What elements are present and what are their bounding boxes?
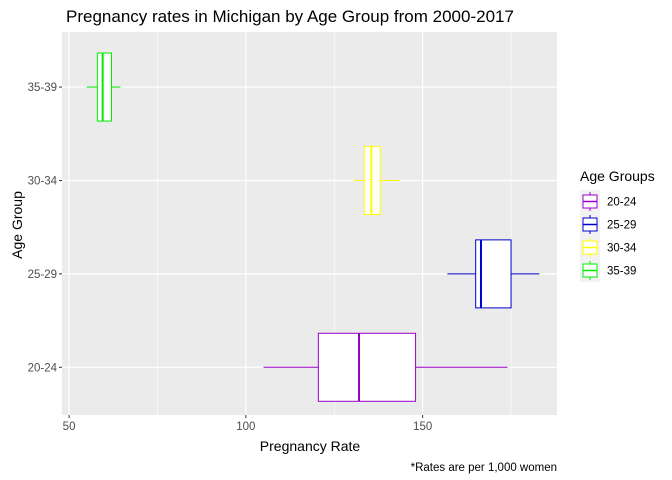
y-tick-label-35-39: 35-39	[28, 82, 57, 94]
y-axis-title: Age Group	[9, 191, 25, 259]
y-axis: 20-24 25-29 30-34 35-39	[28, 82, 62, 374]
iqr-box-20-24	[317, 332, 417, 402]
y-tick-label-30-34: 30-34	[28, 175, 58, 187]
legend-label-20-24: 20-24	[607, 197, 637, 209]
caption: *Rates are per 1,000 women	[411, 462, 557, 474]
legend-key-30-34	[580, 236, 600, 259]
legend-label-25-29: 25-29	[607, 220, 636, 232]
legend-key-25-29	[580, 213, 600, 236]
legend-label-35-39: 35-39	[607, 266, 636, 278]
boxplots	[86, 52, 540, 402]
x-axis-title: Pregnancy Rate	[260, 438, 361, 454]
plot-panel	[62, 32, 557, 415]
legend-label-30-34: 30-34	[607, 243, 637, 255]
x-axis: 50 100 150	[63, 415, 432, 433]
legend: Age Groups 20-24 25-29 30-34 35-39	[580, 168, 655, 282]
x-tick-label-100: 100	[236, 421, 255, 433]
y-tick-label-20-24: 20-24	[28, 362, 58, 374]
legend-title: Age Groups	[580, 168, 655, 184]
box-30-34	[353, 145, 400, 215]
chart-title: Pregnancy rates in Michigan by Age Group…	[66, 7, 514, 26]
legend-key-20-24	[580, 190, 600, 213]
iqr-box-35-39	[96, 52, 112, 122]
box-35-39	[86, 52, 121, 122]
x-tick-label-50: 50	[63, 421, 76, 433]
box-20-24	[263, 332, 508, 402]
box-25-29	[447, 239, 540, 309]
y-tick-label-25-29: 25-29	[28, 269, 57, 281]
legend-key-35-39	[580, 259, 600, 282]
x-tick-label-150: 150	[413, 421, 432, 433]
